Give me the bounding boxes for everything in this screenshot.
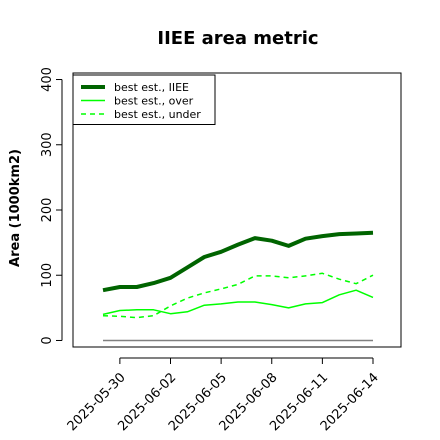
chart-title: IIEE area metric xyxy=(157,28,318,49)
y-tick-label: 300 xyxy=(40,132,55,157)
series-line-best-est-under xyxy=(102,272,374,319)
series-line-best-est-over xyxy=(102,289,374,316)
plot-frame xyxy=(72,72,402,348)
y-tick-label: 400 xyxy=(40,67,55,92)
legend-label: best est., over xyxy=(114,95,194,108)
legend-label: best est., IIEE xyxy=(114,81,189,94)
y-tick-label: 200 xyxy=(40,198,55,223)
y-axis-label: Area (1000km2) xyxy=(8,149,23,267)
series-layer xyxy=(102,230,374,342)
series-line-best-est-iiee xyxy=(102,230,374,293)
y-tick-label: 0 xyxy=(40,336,55,344)
legend-label: best est., under xyxy=(114,108,201,121)
y-tick-label: 100 xyxy=(40,263,55,288)
